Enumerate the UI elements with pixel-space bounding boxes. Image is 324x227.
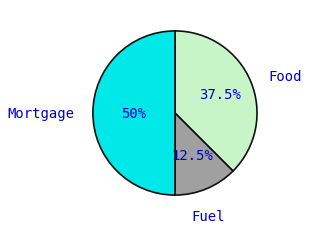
Text: 37.5%: 37.5%: [200, 88, 241, 102]
Text: 50%: 50%: [122, 106, 146, 121]
Wedge shape: [93, 32, 175, 195]
Text: 12.5%: 12.5%: [171, 148, 213, 162]
Text: Fuel: Fuel: [191, 209, 225, 223]
Wedge shape: [175, 114, 233, 195]
Text: Food: Food: [269, 70, 302, 84]
Wedge shape: [175, 32, 257, 171]
Text: Mortgage: Mortgage: [7, 106, 74, 121]
